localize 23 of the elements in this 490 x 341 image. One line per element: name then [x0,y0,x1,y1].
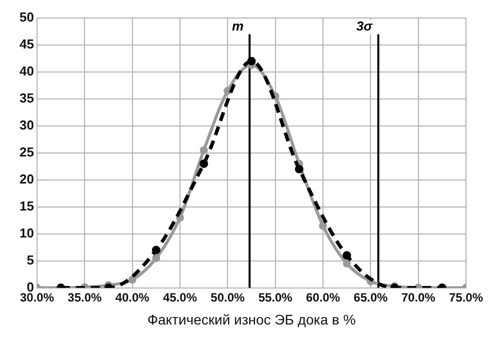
y-tick-label: 35 [20,90,34,106]
y-tick-label: 10 [20,225,34,240]
y-tick-label: 0 [26,279,34,294]
x-tick-label: 35.0% [68,290,102,304]
y-tick-label: 40 [20,64,34,79]
y-tick-label: 25 [20,144,34,160]
x-tick-label: 60.0% [306,290,340,304]
y-tick-label: 15 [20,198,34,214]
x-tick-label: 70.0% [401,290,436,304]
y-tick-label: 20 [20,171,34,186]
x-tick-label: 55.0% [258,290,293,304]
x-tick-label: 40.0% [115,290,150,304]
ref-line-label: 3σ [356,18,374,34]
y-tick-label: 30 [20,118,34,132]
x-tick-label: 50.0% [210,290,246,304]
x-axis-title: Фактический износ ЭБ дока в % [147,311,356,328]
y-tick-label: 5 [26,252,34,268]
x-tick-label: 75.0% [448,290,484,304]
ref-line-label: m [232,18,244,34]
x-tick-label: 45.0% [162,290,198,304]
y-tick-label: 45 [20,36,34,52]
x-tick-label: 65.0% [354,290,388,304]
y-tick-label: 50 [20,10,34,25]
